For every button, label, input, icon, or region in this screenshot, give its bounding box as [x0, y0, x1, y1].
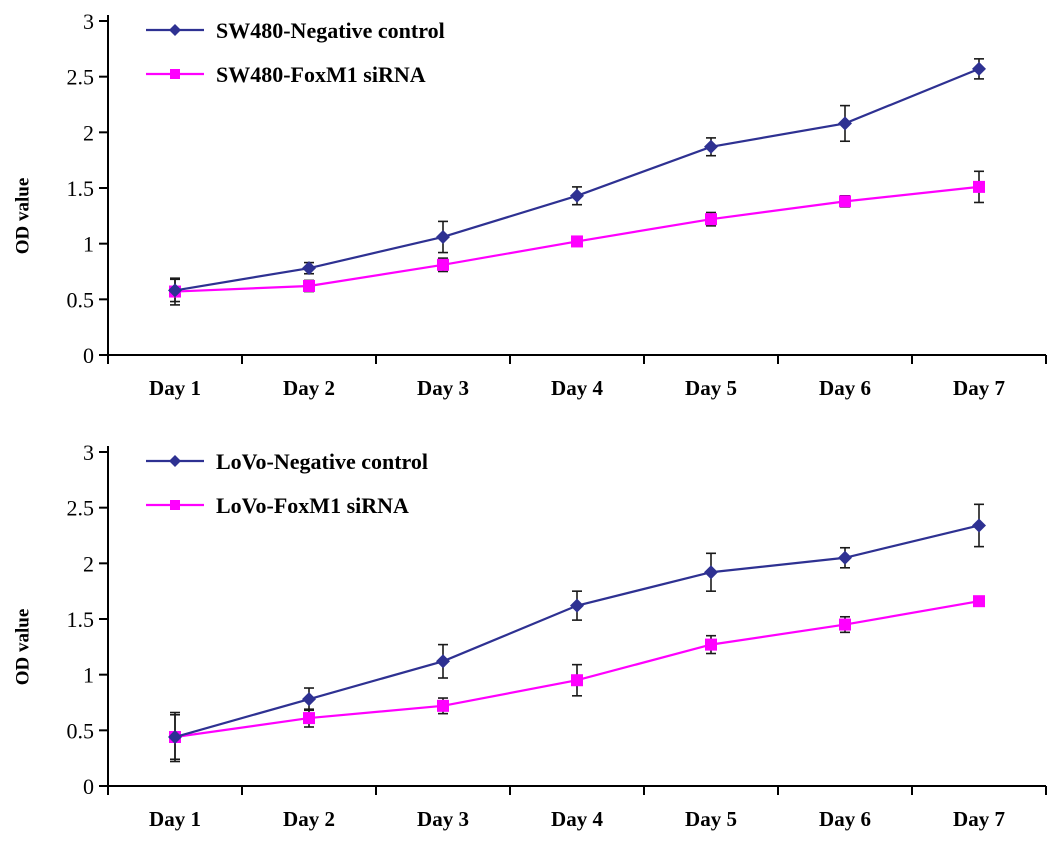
- diamond-marker: [838, 116, 852, 131]
- chart-sw480: OD value 0 0.5 1 1.5 2 2.5 3 Day 1 Day 2 Day 3 Day…: [0, 0, 1047, 431]
- y-tick-label: 2: [83, 551, 94, 576]
- y-tick-label: 2: [83, 120, 94, 145]
- category-label: Day 5: [685, 376, 737, 400]
- y-tick-label: 2.5: [67, 65, 95, 90]
- category-label: Day 5: [685, 807, 737, 831]
- legend-label: SW480-Negative control: [216, 18, 445, 43]
- y-tick-label: 1: [83, 663, 94, 688]
- diamond-marker: [168, 730, 182, 745]
- y-tick-label: 3: [83, 9, 94, 34]
- y-axis-label: OD value: [12, 177, 33, 254]
- diamond-marker: [570, 598, 584, 613]
- square-marker: [705, 638, 717, 651]
- category-label: Day 1: [149, 376, 201, 400]
- square-marker: [571, 674, 583, 687]
- y-tick-label: 0.5: [67, 287, 95, 312]
- legend-item: LoVo-Negative control: [146, 449, 428, 474]
- square-marker: [705, 213, 717, 226]
- legend-label: LoVo-Negative control: [216, 449, 428, 474]
- category-label: Day 7: [953, 807, 1005, 831]
- square-marker: [170, 69, 180, 79]
- line-chart-lovo: 0 0.5 1 1.5 2 2.5 3 Day 1 Day 2 Day 3 Day 4 Day 5 Da…: [67, 440, 1047, 831]
- line-chart-sw480: 0 0.5 1 1.5 2 2.5 3 Day 1 Day 2 Day 3 Day 4 Day 5 Da…: [67, 9, 1047, 400]
- category-label: Day 6: [819, 376, 871, 400]
- y-tick-label: 1.5: [67, 607, 95, 632]
- y-tick-label: 1: [83, 232, 94, 257]
- category-label: Day 3: [417, 807, 469, 831]
- diamond-marker: [704, 565, 718, 580]
- series-line: [174, 67, 980, 292]
- diamond-marker: [302, 261, 316, 276]
- category-label: Day 4: [551, 376, 603, 400]
- diamond-marker: [570, 188, 584, 203]
- legend-label: LoVo-FoxM1 siRNA: [216, 493, 409, 518]
- diamond-marker: [302, 692, 316, 707]
- category-label: Day 6: [819, 807, 871, 831]
- category-label: Day 7: [953, 376, 1005, 400]
- y-tick-label: 2.5: [67, 496, 95, 521]
- y-axis-label-container: OD value: [0, 0, 46, 431]
- diamond-marker: [169, 455, 181, 467]
- y-tick-label: 0: [83, 774, 94, 799]
- legend-label: SW480-FoxM1 siRNA: [216, 62, 426, 87]
- y-tick-label: 0.5: [67, 718, 95, 743]
- square-marker: [839, 618, 851, 631]
- diamond-marker: [436, 229, 450, 244]
- category-label: Day 1: [149, 807, 201, 831]
- category-label: Day 3: [417, 376, 469, 400]
- square-marker: [303, 279, 315, 292]
- legend-item: SW480-FoxM1 siRNA: [146, 62, 426, 87]
- legend-item: SW480-Negative control: [146, 18, 445, 43]
- y-tick-label: 3: [83, 440, 94, 465]
- diamond-marker: [972, 61, 986, 76]
- square-marker: [839, 195, 851, 208]
- diamond-marker: [838, 550, 852, 565]
- square-marker: [571, 235, 583, 248]
- diamond-marker: [436, 654, 450, 669]
- diamond-marker: [704, 139, 718, 154]
- square-marker: [973, 595, 985, 608]
- diamond-marker: [168, 283, 182, 298]
- diamond-marker: [972, 518, 986, 533]
- square-marker: [437, 258, 449, 271]
- y-axis-label: OD value: [12, 608, 33, 685]
- y-tick-label: 1.5: [67, 176, 95, 201]
- legend-item: LoVo-FoxM1 siRNA: [146, 493, 409, 518]
- square-marker: [303, 712, 315, 725]
- square-marker: [437, 699, 449, 712]
- y-axis-label-container: OD value: [0, 431, 46, 862]
- chart-lovo: OD value 0 0.5 1 1.5 2 2.5 3 Day 1 Day 2 Day 3 Day…: [0, 431, 1063, 862]
- category-label: Day 2: [283, 376, 335, 400]
- square-marker: [170, 500, 180, 510]
- y-tick-label: 0: [83, 343, 94, 368]
- category-label: Day 2: [283, 807, 335, 831]
- square-marker: [973, 180, 985, 193]
- diamond-marker: [169, 24, 181, 36]
- series-line: [174, 524, 980, 739]
- category-label: Day 4: [551, 807, 603, 831]
